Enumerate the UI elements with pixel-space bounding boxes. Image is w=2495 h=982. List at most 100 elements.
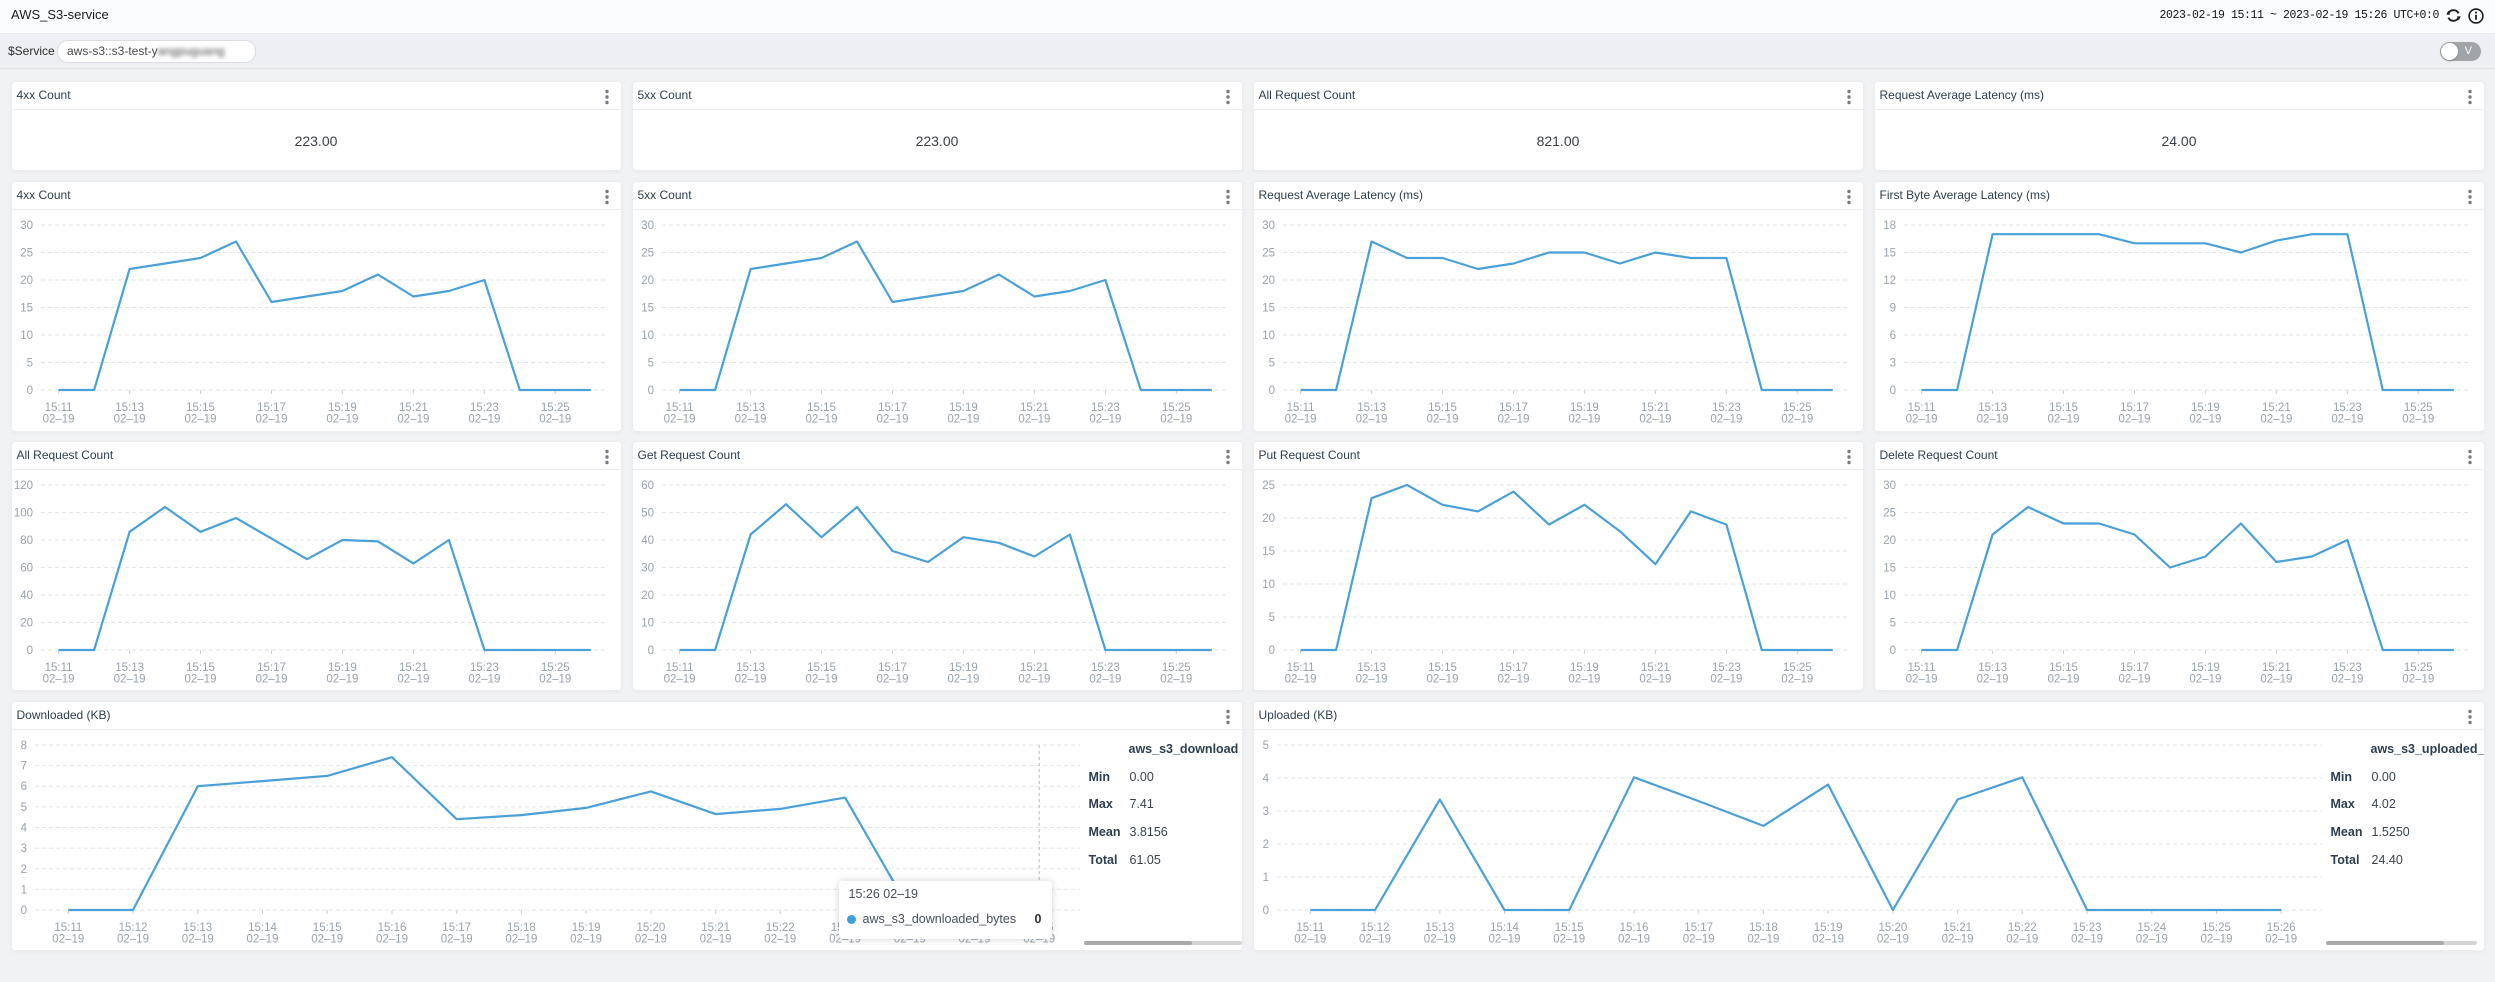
svg-text:15:21: 15:21 bbox=[2262, 402, 2291, 414]
svg-text:02–19: 02–19 bbox=[505, 933, 537, 945]
svg-text:40: 40 bbox=[20, 590, 33, 602]
svg-text:02–19: 02–19 bbox=[2047, 413, 2079, 425]
svg-text:15: 15 bbox=[1262, 303, 1275, 315]
svg-text:02–19: 02–19 bbox=[246, 933, 278, 945]
svg-text:15:17: 15:17 bbox=[2120, 662, 2149, 674]
svg-text:02–19: 02–19 bbox=[1568, 413, 1600, 425]
svg-text:30: 30 bbox=[641, 563, 654, 575]
svg-text:02–19: 02–19 bbox=[255, 413, 287, 425]
svg-text:15:25: 15:25 bbox=[540, 402, 569, 414]
svg-text:02–19: 02–19 bbox=[663, 413, 695, 425]
svg-text:15:17: 15:17 bbox=[1499, 402, 1528, 414]
svg-text:5: 5 bbox=[20, 802, 26, 814]
svg-text:02–19: 02–19 bbox=[734, 413, 766, 425]
svg-text:02–19: 02–19 bbox=[1423, 933, 1455, 945]
svg-text:15:11: 15:11 bbox=[1286, 402, 1314, 414]
svg-text:15:11: 15:11 bbox=[1907, 402, 1935, 414]
svg-text:02–19: 02–19 bbox=[1497, 673, 1529, 685]
svg-text:15:19: 15:19 bbox=[2191, 662, 2220, 674]
svg-text:15:17: 15:17 bbox=[1684, 922, 1713, 934]
svg-text:02–19: 02–19 bbox=[2260, 413, 2292, 425]
svg-text:10: 10 bbox=[1883, 590, 1896, 602]
svg-text:02–19: 02–19 bbox=[376, 933, 408, 945]
svg-text:10: 10 bbox=[1262, 579, 1275, 591]
svg-text:0: 0 bbox=[26, 645, 32, 657]
svg-text:15:18: 15:18 bbox=[507, 922, 536, 934]
svg-text:15:19: 15:19 bbox=[571, 922, 600, 934]
svg-text:15:21: 15:21 bbox=[1641, 402, 1670, 414]
svg-text:15:25: 15:25 bbox=[2403, 662, 2432, 674]
svg-text:15:11: 15:11 bbox=[665, 402, 693, 414]
svg-text:02–19: 02–19 bbox=[2189, 673, 2221, 685]
svg-text:0: 0 bbox=[647, 385, 653, 397]
svg-text:02–19: 02–19 bbox=[2265, 933, 2297, 945]
svg-text:15:21: 15:21 bbox=[2262, 662, 2291, 674]
svg-text:15:15: 15:15 bbox=[186, 402, 215, 414]
svg-text:15:15: 15:15 bbox=[2049, 662, 2078, 674]
svg-text:15:16: 15:16 bbox=[377, 922, 406, 934]
svg-text:15:19: 15:19 bbox=[1813, 922, 1842, 934]
svg-text:02–19: 02–19 bbox=[1781, 673, 1813, 685]
svg-text:15:23: 15:23 bbox=[2333, 662, 2362, 674]
svg-text:6: 6 bbox=[1889, 330, 1895, 342]
svg-text:20: 20 bbox=[1883, 535, 1896, 547]
svg-text:15:17: 15:17 bbox=[442, 922, 471, 934]
svg-text:25: 25 bbox=[1262, 248, 1275, 260]
svg-text:15:12: 15:12 bbox=[118, 922, 147, 934]
svg-text:02–19: 02–19 bbox=[1426, 413, 1458, 425]
svg-text:15:21: 15:21 bbox=[701, 922, 730, 934]
svg-text:02–19: 02–19 bbox=[1976, 413, 2008, 425]
svg-text:15:20: 15:20 bbox=[1878, 922, 1907, 934]
svg-text:15:23: 15:23 bbox=[1091, 662, 1120, 674]
svg-text:15: 15 bbox=[20, 303, 33, 315]
svg-text:1: 1 bbox=[1262, 872, 1268, 884]
svg-text:15:21: 15:21 bbox=[1020, 662, 1049, 674]
svg-text:15:14: 15:14 bbox=[1490, 922, 1519, 934]
svg-text:15:25: 15:25 bbox=[1782, 402, 1811, 414]
svg-text:02–19: 02–19 bbox=[1284, 673, 1316, 685]
svg-text:15: 15 bbox=[1883, 563, 1896, 575]
svg-text:5: 5 bbox=[1262, 740, 1268, 752]
svg-text:0: 0 bbox=[1262, 905, 1268, 917]
svg-text:15:23: 15:23 bbox=[470, 662, 499, 674]
svg-text:15: 15 bbox=[641, 303, 654, 315]
svg-text:15:19: 15:19 bbox=[328, 402, 357, 414]
svg-text:2: 2 bbox=[1262, 839, 1268, 851]
svg-text:02–19: 02–19 bbox=[468, 413, 500, 425]
svg-text:02–19: 02–19 bbox=[2402, 413, 2434, 425]
svg-text:02–19: 02–19 bbox=[2402, 673, 2434, 685]
svg-text:02–19: 02–19 bbox=[1089, 413, 1121, 425]
svg-text:3: 3 bbox=[20, 843, 26, 855]
svg-text:02–19: 02–19 bbox=[1710, 673, 1742, 685]
svg-text:02–19: 02–19 bbox=[184, 673, 216, 685]
svg-text:02–19: 02–19 bbox=[1747, 933, 1779, 945]
svg-text:10: 10 bbox=[641, 330, 654, 342]
svg-text:02–19: 02–19 bbox=[1160, 413, 1192, 425]
svg-text:10: 10 bbox=[1262, 330, 1275, 342]
svg-text:18: 18 bbox=[1883, 220, 1896, 232]
svg-text:15:15: 15:15 bbox=[807, 662, 836, 674]
svg-text:12: 12 bbox=[1883, 275, 1896, 287]
svg-text:4: 4 bbox=[20, 823, 27, 835]
svg-text:15:15: 15:15 bbox=[312, 922, 341, 934]
svg-text:02–19: 02–19 bbox=[2118, 413, 2150, 425]
svg-text:15:15: 15:15 bbox=[186, 662, 215, 674]
svg-text:15:13: 15:13 bbox=[115, 662, 144, 674]
svg-text:30: 30 bbox=[641, 220, 654, 232]
svg-text:5: 5 bbox=[1889, 618, 1895, 630]
svg-text:10: 10 bbox=[20, 330, 33, 342]
svg-text:02–19: 02–19 bbox=[2189, 413, 2221, 425]
svg-text:02–19: 02–19 bbox=[2331, 413, 2363, 425]
svg-text:25: 25 bbox=[1262, 480, 1275, 492]
svg-text:5: 5 bbox=[647, 358, 653, 370]
svg-text:7: 7 bbox=[20, 761, 26, 773]
svg-text:15:15: 15:15 bbox=[807, 402, 836, 414]
svg-text:15:13: 15:13 bbox=[115, 402, 144, 414]
svg-text:02–19: 02–19 bbox=[876, 413, 908, 425]
svg-text:30: 30 bbox=[1883, 480, 1896, 492]
svg-text:5: 5 bbox=[1268, 358, 1274, 370]
svg-text:02–19: 02–19 bbox=[947, 673, 979, 685]
svg-text:15:23: 15:23 bbox=[1712, 662, 1741, 674]
svg-text:0: 0 bbox=[26, 385, 32, 397]
svg-text:20: 20 bbox=[641, 275, 654, 287]
